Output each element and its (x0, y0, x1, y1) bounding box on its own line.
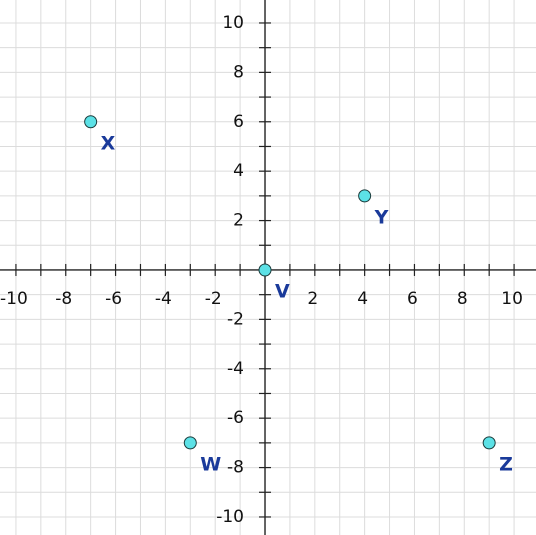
y-tick-label: 8 (233, 62, 244, 82)
point (183, 436, 197, 450)
y-tick-label: -10 (216, 507, 244, 527)
x-tick-label: -2 (205, 289, 222, 309)
y-tick-label: 10 (222, 13, 244, 33)
point-label: Y (374, 206, 389, 228)
y-tick-label: -4 (227, 359, 244, 379)
point (482, 436, 496, 450)
point (258, 263, 272, 277)
x-tick-label: 2 (307, 289, 318, 309)
x-tick-label: -4 (155, 289, 172, 309)
y-tick-label: 4 (233, 161, 244, 181)
point (84, 115, 98, 129)
point-label: V (275, 280, 290, 302)
x-tick-label: 8 (457, 289, 468, 309)
point-label: W (200, 453, 221, 475)
y-tick-label: -6 (227, 408, 244, 428)
x-tick-label: 4 (357, 289, 368, 309)
x-tick-label: 6 (407, 289, 418, 309)
x-tick-label: 10 (501, 289, 523, 309)
y-tick-label: 2 (233, 211, 244, 231)
point-label: X (101, 132, 116, 154)
x-tick-label: -6 (105, 289, 122, 309)
x-tick-label: -10 (0, 289, 28, 309)
y-tick-label: -8 (227, 458, 244, 478)
point (358, 189, 372, 203)
y-tick-label: -2 (227, 309, 244, 329)
y-tick-label: 6 (233, 112, 244, 132)
point-label: Z (499, 453, 513, 475)
x-tick-label: -8 (55, 289, 72, 309)
